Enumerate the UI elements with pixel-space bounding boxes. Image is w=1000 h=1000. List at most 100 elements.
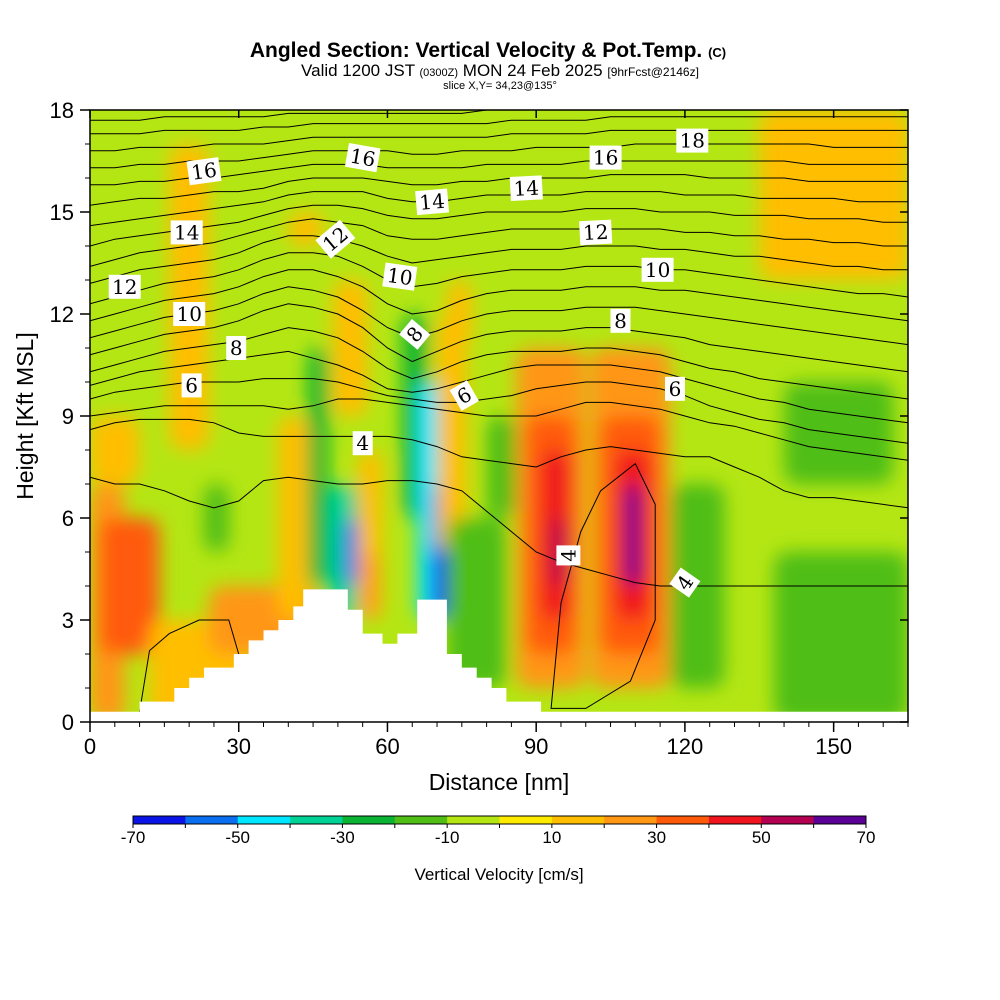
x-tick-label: 30: [226, 734, 250, 759]
contour-label-bg: [641, 257, 674, 282]
w-cell: [486, 416, 517, 518]
colorbar-swatch: [237, 816, 291, 824]
colorbar-swatch: [447, 816, 500, 824]
theta-contour: [90, 286, 908, 346]
subtitle-forecast: [9hrFcst@2146z]: [607, 65, 699, 79]
contour-label-bg: [676, 128, 709, 153]
contour-label-text: 14: [513, 176, 540, 201]
theta-contour: [90, 235, 908, 284]
contour-label: 8: [610, 308, 631, 333]
chart-title-suffix: (C): [708, 45, 726, 60]
contour-label: 6: [449, 380, 479, 411]
w-cell: [90, 416, 140, 484]
colorbar-tick-label: 70: [857, 828, 876, 847]
y-tick-label: 3: [62, 608, 74, 633]
contour-label-bg: [344, 143, 381, 173]
colorbar-swatch: [290, 816, 343, 824]
theta-contour: [90, 143, 908, 169]
contour-label-text: 14: [174, 220, 199, 244]
colorbar-tick-label: -10: [435, 828, 460, 847]
x-tick-label: 60: [375, 734, 399, 759]
contour-label: 16: [589, 145, 622, 170]
theta-contour: [90, 378, 908, 444]
contour-label: 16: [344, 143, 381, 173]
contour-label-bg: [173, 302, 206, 326]
contour-label-bg: [108, 274, 141, 299]
subtitle-valid: Valid 1200 JST: [301, 61, 415, 80]
theta-contour: [90, 204, 908, 247]
colorbar-label: Vertical Velocity [cm/s]: [414, 865, 583, 884]
w-cell: [278, 416, 309, 620]
contour-label: 16: [186, 157, 222, 186]
contour-label-bg: [352, 431, 373, 456]
w-cell: [446, 518, 507, 688]
theta-contour: [90, 252, 908, 305]
w-cell: [446, 280, 472, 348]
theta-contour: [90, 110, 908, 121]
contour-label-bg: [226, 336, 247, 360]
contour-label-text: 12: [582, 220, 609, 245]
theta-contour: [90, 116, 908, 135]
contour-label: 8: [226, 336, 247, 360]
contour-label-text: 8: [230, 336, 243, 360]
x-axis-label: Distance [nm]: [429, 769, 570, 795]
contour-label-bg: [556, 545, 581, 566]
colorbar-tick-label: 50: [752, 828, 771, 847]
contour-label: 10: [382, 262, 418, 291]
contour-label: 14: [170, 220, 203, 245]
y-tick-label: 15: [50, 200, 74, 225]
subtitle-utc: (0300Z): [420, 67, 459, 79]
theta-contour: [90, 418, 908, 509]
contour-label-bg: [610, 308, 631, 333]
w-cell: [204, 484, 229, 552]
w-cell: [308, 348, 328, 586]
terrain: [90, 589, 908, 722]
contour-label-text: 10: [386, 263, 415, 290]
theta-contour: [90, 476, 908, 587]
contour-label-bg: [509, 175, 543, 202]
contour-label-text: 12: [112, 275, 137, 299]
theta-contour: [90, 160, 908, 186]
contour-label-bg: [181, 373, 202, 398]
x-tick-label: 0: [84, 734, 96, 759]
colorbar: -70 -50 -30 -10 10 30 50 70: [121, 815, 876, 847]
w-cell: [332, 280, 368, 416]
contour-label: 10: [173, 302, 206, 326]
theta-contour: [90, 129, 908, 152]
theta-contour: [90, 269, 908, 322]
contour-label: 4: [352, 431, 373, 456]
colorbar-swatch: [342, 816, 396, 824]
theta-contour-closed: [550, 462, 656, 709]
contour-label-text: 6: [185, 373, 198, 397]
colorbar-swatch: [761, 816, 815, 824]
contour-label-bg: [579, 219, 613, 246]
theta-contour: [90, 218, 908, 267]
w-cell: [288, 212, 324, 246]
contour-label-bg: [170, 220, 203, 245]
contour-label-text: 6: [669, 377, 682, 401]
theta-contour: [90, 191, 908, 227]
y-tick-label: 12: [50, 302, 74, 327]
colorbar-tick-label: -70: [121, 828, 146, 847]
subtitle-date: MON 24 Feb 2025: [463, 61, 603, 80]
colorbar-swatch: [708, 816, 762, 824]
colorbar-tick-label: -50: [225, 828, 250, 847]
contour-label-text: 4: [356, 431, 369, 455]
contour-label: 4: [556, 545, 581, 566]
contour-label-text: 10: [176, 302, 201, 326]
contour-label-text: 16: [190, 158, 219, 185]
w-cell: [625, 484, 641, 586]
colorbar-tick-label: 30: [647, 828, 666, 847]
slice-info: slice X,Y= 34,23@135°: [443, 80, 557, 92]
colorbar-swatch: [133, 816, 186, 824]
y-tick-label: 18: [50, 98, 74, 123]
contour-label-bg: [669, 567, 701, 598]
theta-contour: [90, 174, 908, 206]
colorbar-swatch: [499, 816, 553, 824]
w-cell: [342, 518, 358, 586]
colorbar-tick-label: -30: [330, 828, 355, 847]
x-tick-label: 120: [667, 734, 704, 759]
